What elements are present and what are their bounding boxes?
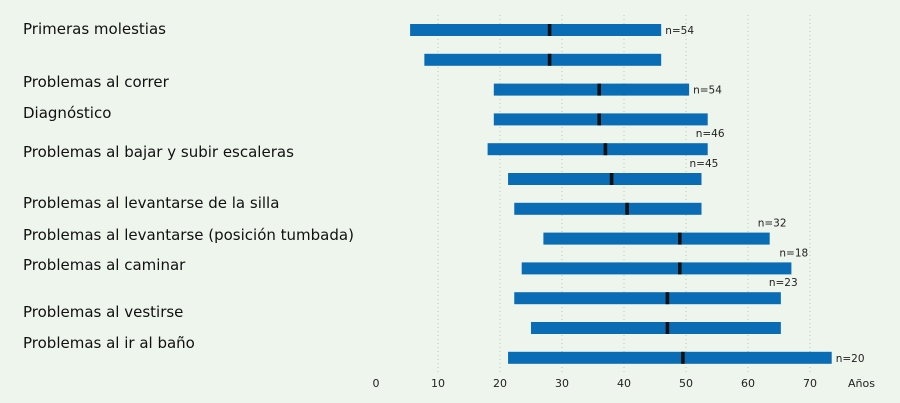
x-tick-label: 10 <box>431 377 445 390</box>
row-label: Problemas al levantarse de la silla <box>23 194 280 212</box>
median-marker <box>678 232 682 245</box>
median-marker <box>665 292 670 305</box>
range-bar <box>424 53 662 66</box>
range-bar <box>521 262 792 275</box>
median-marker <box>597 113 601 126</box>
row-label: Problemas al bajar y subir escaleras <box>23 143 294 161</box>
n-label: n=23 <box>769 277 798 289</box>
x-tick-label: 20 <box>493 377 507 390</box>
row-label: Problemas al ir al baño <box>23 334 195 352</box>
range-bar <box>487 143 708 156</box>
median-marker <box>609 173 614 185</box>
median-marker <box>625 202 629 215</box>
x-tick-label: 30 <box>555 377 569 390</box>
median-marker <box>603 143 608 156</box>
n-label: n=32 <box>758 218 787 230</box>
n-label: n=46 <box>696 128 725 140</box>
row-label: Problemas al vestirse <box>23 303 184 321</box>
median-marker <box>665 322 670 334</box>
n-label: n=20 <box>836 353 865 365</box>
median-marker <box>547 53 552 66</box>
x-tick-label: 50 <box>679 377 693 390</box>
row-label: Primeras molestias <box>23 20 166 38</box>
range-bar <box>543 232 770 245</box>
row-label: Problemas al correr <box>23 73 169 91</box>
median-marker <box>547 24 552 36</box>
range-bar <box>514 202 702 215</box>
x-tick-label: 0 <box>373 377 380 390</box>
x-tick-label: 60 <box>741 377 755 390</box>
median-marker <box>681 351 685 364</box>
n-label: n=54 <box>693 85 722 97</box>
n-label: n=45 <box>690 158 719 170</box>
x-axis-label: Años <box>848 377 875 390</box>
median-marker <box>597 83 601 96</box>
range-bar <box>531 322 781 334</box>
x-tick-label: 70 <box>803 377 817 390</box>
range-bar <box>508 173 702 185</box>
range-bar <box>514 292 781 305</box>
median-marker <box>678 262 682 275</box>
n-label: n=18 <box>779 247 808 259</box>
row-label: Diagnóstico <box>23 104 112 122</box>
range-bar <box>493 83 690 96</box>
range-bar <box>410 24 662 36</box>
x-tick-label: 40 <box>617 377 631 390</box>
row-label: Problemas al caminar <box>23 256 186 274</box>
n-label: n=54 <box>665 25 694 37</box>
row-label: Problemas al levantarse (posición tumbad… <box>23 226 354 244</box>
range-bar <box>508 351 832 364</box>
